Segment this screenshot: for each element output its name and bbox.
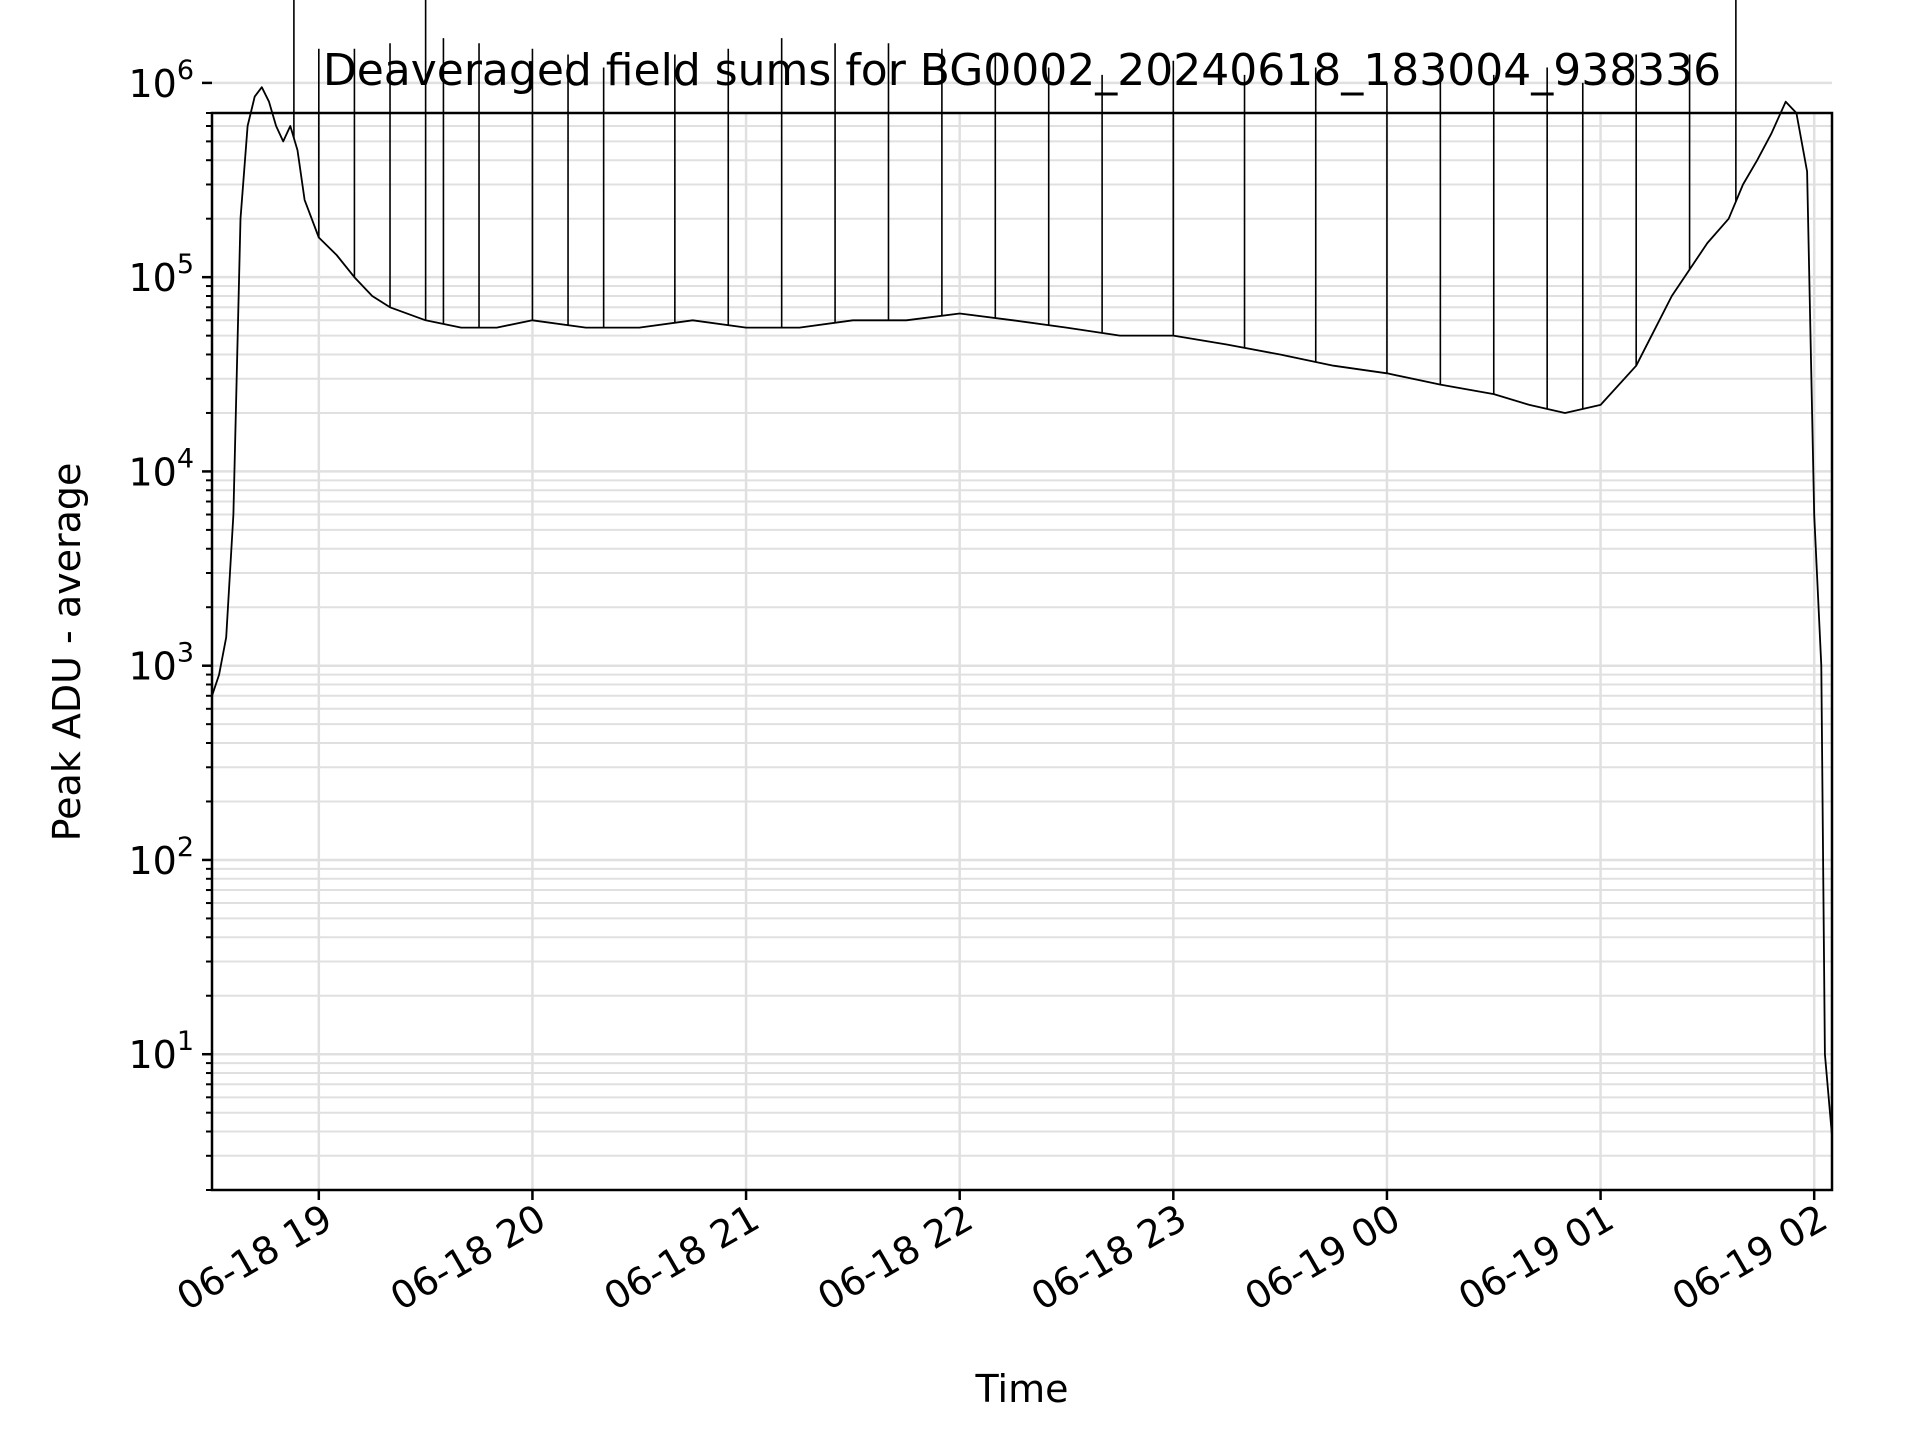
x-axis-label: Time (975, 1367, 1069, 1411)
y-tick-label: 104 (128, 443, 194, 494)
y-tick-label: 102 (128, 832, 194, 883)
y-tick-label: 101 (128, 1026, 194, 1077)
series-line (211, 86, 1833, 1136)
y-axis-label: Peak ADU - average (45, 463, 89, 842)
y-tick-label: 105 (128, 249, 194, 300)
series (211, 86, 1833, 1136)
y-axis: 101 102 103 104 105 106 (128, 55, 212, 1191)
plot-area-frame (210, 111, 1834, 1192)
y-tick-label: 106 (128, 55, 194, 106)
spikes (293, 0, 1737, 409)
y-tick-label: 103 (128, 638, 194, 689)
chart-title: Deaveraged field sums for BG0002_2024061… (323, 45, 1721, 96)
